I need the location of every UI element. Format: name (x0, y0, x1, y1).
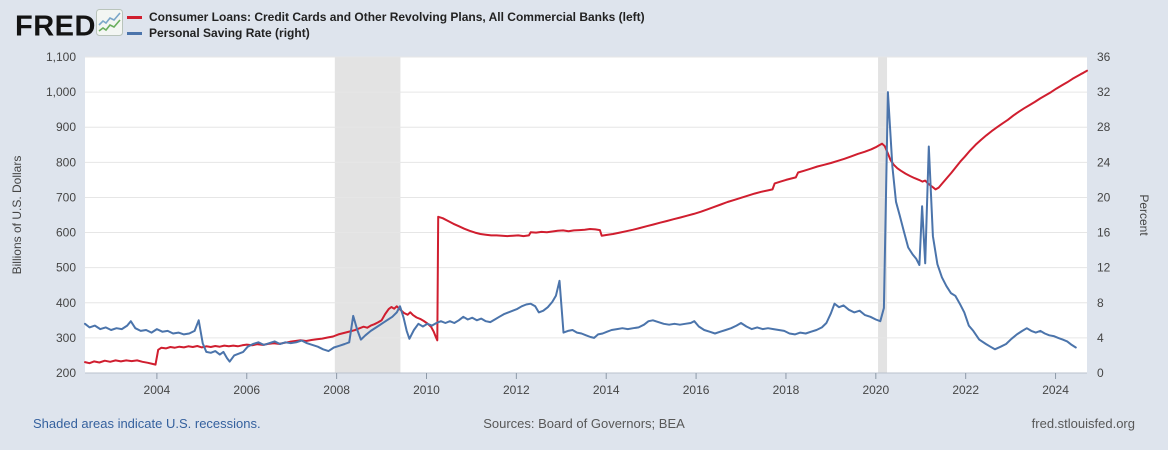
left-axis-tick-label: 300 (56, 331, 76, 345)
chart-footer: Shaded areas indicate U.S. recessions. S… (0, 416, 1168, 436)
x-tick-label: 2018 (773, 383, 800, 397)
plot-area (85, 57, 1087, 373)
legend-item-personal-saving-rate: Personal Saving Rate (right) (127, 25, 645, 41)
right-axis-tick-label: 20 (1097, 190, 1111, 204)
series-line-personal-saving-rate (84, 91, 1077, 363)
fred-logo-chart-icon (96, 9, 123, 36)
recession-band-0 (334, 57, 401, 373)
x-tick-label: 2012 (503, 383, 530, 397)
left-axis-tick-label: 500 (56, 261, 76, 275)
legend-swatch-blue-line (127, 31, 142, 35)
left-axis-tick-label: 800 (56, 155, 76, 169)
left-axis-title: Billions of U.S. Dollars (10, 156, 24, 275)
fred-logo-text: FRED (15, 10, 96, 43)
x-tick-label: 2014 (593, 383, 620, 397)
x-tick-label: 2020 (862, 383, 889, 397)
sources-text: Sources: Board of Governors; BEA (483, 416, 685, 431)
left-axis-tick-label: 900 (56, 120, 76, 134)
x-tick-label: 2004 (144, 383, 171, 397)
site-text: fred.stlouisfed.org (1031, 416, 1135, 431)
x-tick-label: 2008 (323, 383, 350, 397)
legend-label-consumer-loans: Consumer Loans: Credit Cards and Other R… (149, 10, 645, 24)
right-axis-tick-label: 16 (1097, 226, 1111, 240)
x-tick-label: 2016 (683, 383, 710, 397)
x-tick-label: 2024 (1042, 383, 1069, 397)
right-axis-tick-label: 32 (1097, 85, 1111, 99)
left-axis-tick-label: 600 (56, 226, 76, 240)
right-axis-tick-label: 36 (1097, 50, 1111, 64)
left-axis-tick-label: 400 (56, 296, 76, 310)
x-tick-label: 2022 (952, 383, 979, 397)
right-axis-tick-label: 8 (1097, 296, 1104, 310)
x-tick-label: 2010 (413, 383, 440, 397)
left-axis-tick-label: 1,100 (46, 50, 76, 64)
left-axis-tick-label: 200 (56, 366, 76, 380)
right-axis-title: Percent (1137, 194, 1151, 236)
legend-label-personal-saving-rate: Personal Saving Rate (right) (149, 26, 310, 40)
x-tick-label: 2006 (233, 383, 260, 397)
chart-legend: Consumer Loans: Credit Cards and Other R… (127, 9, 645, 41)
right-axis-tick-label: 28 (1097, 120, 1111, 134)
right-axis-tick-label: 4 (1097, 331, 1104, 345)
right-axis-tick-label: 12 (1097, 261, 1111, 275)
recession-band-1 (878, 57, 888, 373)
legend-item-consumer-loans: Consumer Loans: Credit Cards and Other R… (127, 9, 645, 25)
right-axis-tick-label: 24 (1097, 155, 1111, 169)
fred-logo[interactable]: FRED® (15, 7, 103, 42)
recessions-note-link[interactable]: Shaded areas indicate U.S. recessions. (33, 416, 261, 431)
chart-header: FRED® Consumer Loans: Credit Cards and O… (0, 0, 1168, 50)
legend-swatch-red-line (127, 15, 142, 19)
left-axis-tick-label: 700 (56, 190, 76, 204)
left-axis-tick-label: 1,000 (46, 85, 76, 99)
right-axis-tick-label: 0 (1097, 366, 1104, 380)
